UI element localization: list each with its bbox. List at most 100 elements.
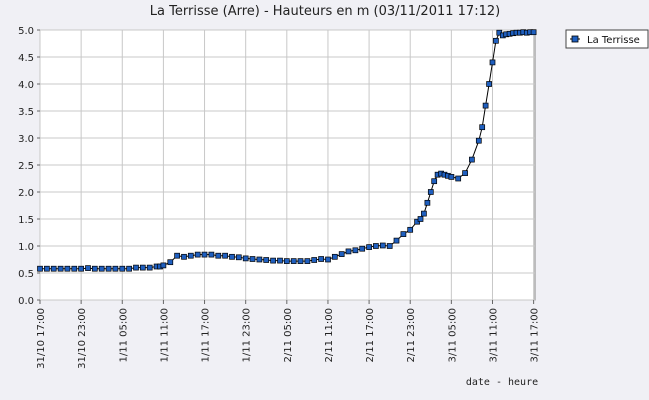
x-tick-label: 31/10 17:00 <box>36 308 47 369</box>
data-point <box>126 265 132 272</box>
data-point <box>407 226 414 233</box>
y-tick-label: 0.5 <box>18 269 34 280</box>
y-tick-label: 3.5 <box>18 107 34 118</box>
data-point <box>424 199 431 206</box>
data-point <box>479 124 486 131</box>
x-tick-label: 2/11 23:00 <box>406 308 417 362</box>
data-point <box>146 264 153 271</box>
data-point <box>37 265 43 272</box>
data-point <box>427 189 434 195</box>
data-point <box>249 256 256 262</box>
data-point <box>469 156 475 163</box>
data-point <box>366 244 372 250</box>
x-tick-label: 2/11 11:00 <box>324 308 335 362</box>
data-point <box>181 253 187 260</box>
data-point <box>256 256 263 263</box>
data-point <box>311 257 318 263</box>
y-tick-label: 1.5 <box>18 215 34 226</box>
series-points <box>37 29 537 272</box>
data-point <box>263 257 270 263</box>
data-point <box>85 265 91 271</box>
legend: La Terrisse <box>565 29 649 49</box>
data-point <box>229 253 235 260</box>
data-point <box>44 265 50 272</box>
x-axis-ticks: 31/10 17:00 31/10 23:00 1/11 05:00 1/11 11:… <box>36 300 541 369</box>
data-point <box>105 265 112 272</box>
data-point <box>297 258 304 264</box>
x-tick-label: 1/11 11:00 <box>159 308 170 362</box>
y-tick-label: 2.0 <box>18 188 34 199</box>
data-point <box>421 210 427 217</box>
x-tick-label: 1/11 05:00 <box>118 308 129 362</box>
data-point <box>379 242 386 249</box>
data-point <box>133 264 139 271</box>
data-point <box>373 243 379 249</box>
data-point <box>345 248 352 255</box>
data-point <box>462 170 468 176</box>
data-point <box>338 251 345 257</box>
x-tick-label: 1/11 23:00 <box>242 308 253 362</box>
y-tick-label: 1.0 <box>18 242 34 253</box>
x-tick-label: 3/11 05:00 <box>447 308 458 362</box>
y-tick-label: 4.0 <box>18 80 34 91</box>
data-point <box>277 257 283 264</box>
data-point <box>304 258 311 264</box>
data-point <box>160 262 167 269</box>
data-point <box>352 247 359 254</box>
data-point <box>98 265 105 272</box>
data-point <box>208 251 215 258</box>
data-point <box>331 253 338 260</box>
data-point <box>222 252 228 259</box>
y-tick-label: 2.5 <box>18 161 34 172</box>
data-point <box>482 102 489 109</box>
data-point <box>530 29 537 36</box>
x-tick-label: 2/11 17:00 <box>365 308 376 362</box>
chart-title: La Terrisse (Arre) - Hauteurs en m (03/1… <box>150 4 500 19</box>
data-point <box>270 257 276 264</box>
data-point <box>167 259 174 266</box>
x-tick-label: 2/11 05:00 <box>283 308 294 362</box>
data-point <box>431 178 438 185</box>
x-tick-label: 3/11 11:00 <box>488 308 499 362</box>
data-point <box>242 255 249 262</box>
data-point <box>194 251 201 258</box>
data-point <box>290 258 297 264</box>
data-point <box>50 265 57 272</box>
data-point <box>318 256 324 262</box>
data-point <box>489 59 496 66</box>
data-point <box>283 258 290 264</box>
data-point <box>386 243 393 249</box>
grid <box>39 29 535 301</box>
data-point <box>187 252 194 259</box>
data-point <box>64 265 71 272</box>
y-tick-label: 3.0 <box>18 134 34 145</box>
data-point <box>400 231 407 237</box>
data-point <box>78 265 84 272</box>
y-tick-label: 5.0 <box>18 26 34 37</box>
legend-label: La Terrisse <box>587 35 640 46</box>
y-axis-ticks: 0.0 0.5 1.0 1.5 2.0 2.5 3.0 3.5 4.0 4.5 5.0 <box>18 26 40 307</box>
data-point <box>448 174 455 180</box>
data-point <box>393 237 400 244</box>
data-point <box>215 252 222 259</box>
data-point <box>139 264 146 271</box>
y-tick-label: 0.0 <box>18 296 34 307</box>
x-tick-label: 3/11 17:00 <box>530 308 541 362</box>
data-point <box>493 37 499 44</box>
data-point <box>325 256 331 263</box>
data-point <box>57 265 64 272</box>
y-tick-label: 4.5 <box>18 53 34 64</box>
data-point <box>486 81 492 87</box>
data-point <box>174 252 180 259</box>
data-point <box>359 245 366 252</box>
legend-box <box>565 29 649 49</box>
data-point <box>91 265 98 272</box>
data-point <box>417 216 424 222</box>
x-tick-label: 1/11 17:00 <box>201 308 212 362</box>
data-point <box>235 254 242 261</box>
data-point <box>112 265 119 272</box>
x-axis-label: date - heure <box>466 377 538 388</box>
data-point <box>71 265 78 272</box>
data-point <box>119 265 126 272</box>
